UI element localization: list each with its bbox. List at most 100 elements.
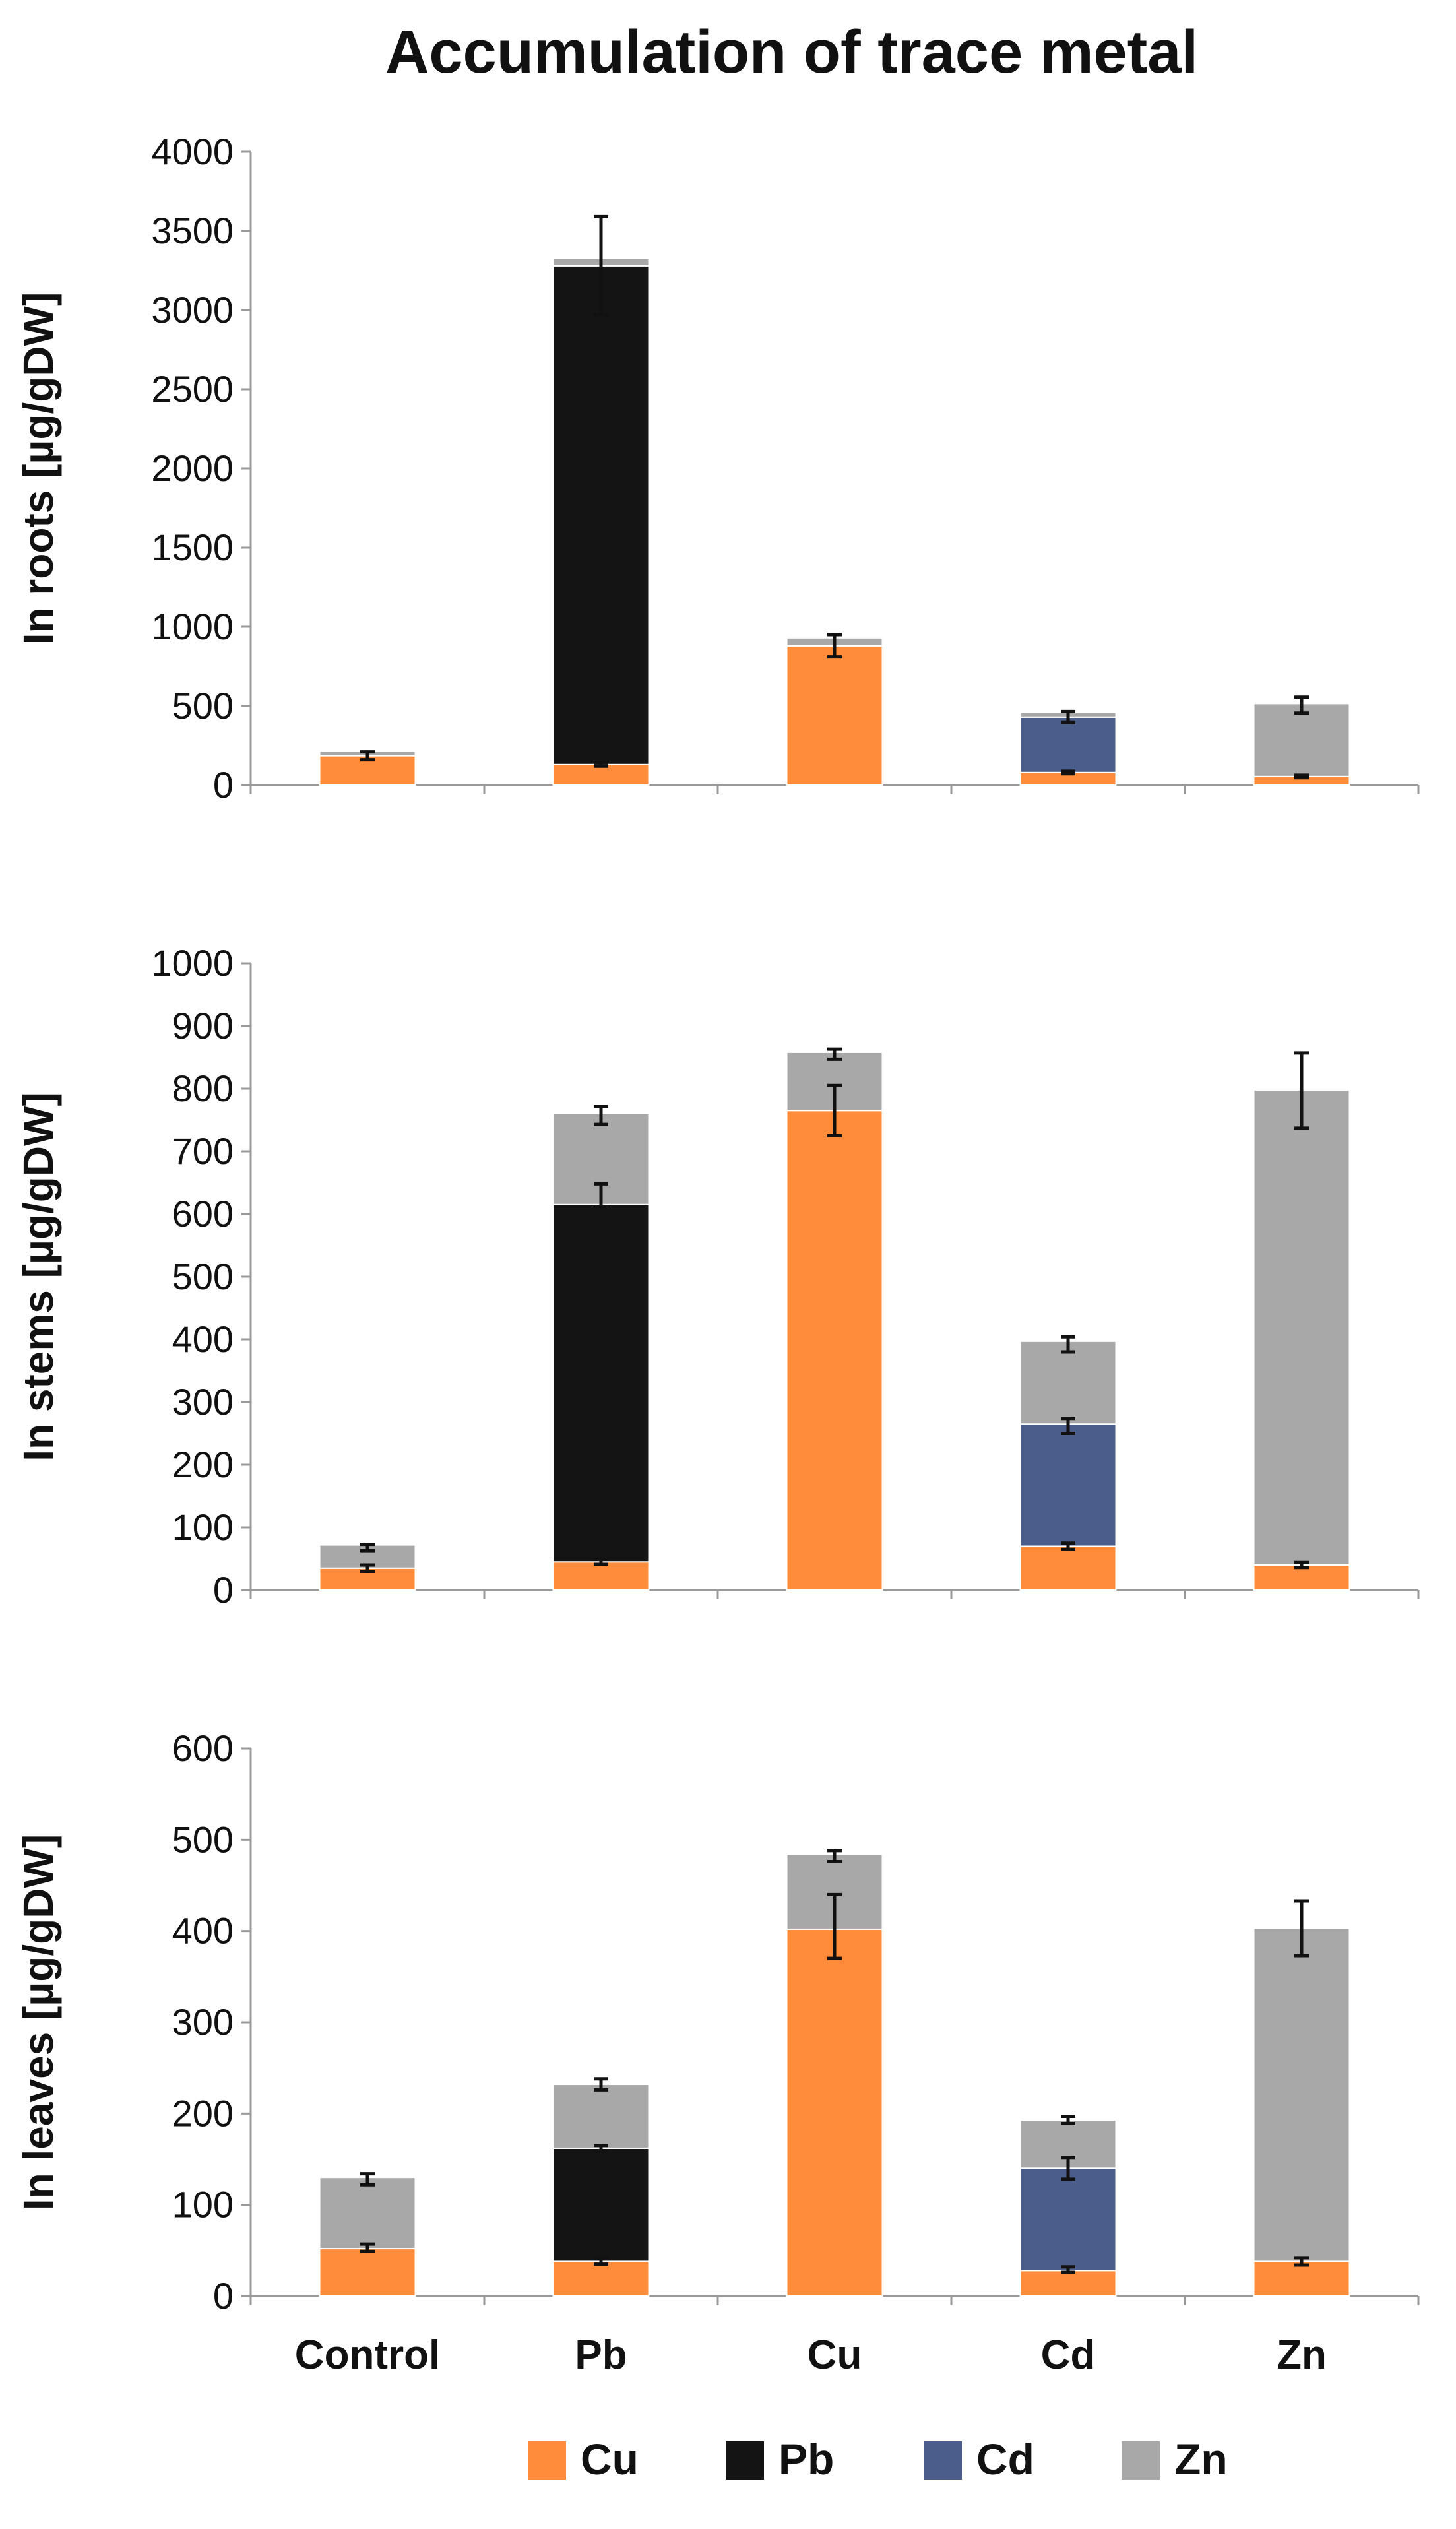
bar-cu-pb [552,1561,650,1591]
error-bar-pb-pb [594,1182,608,1209]
bar-pb-pb [552,2147,650,2262]
legend-item-zn: Zn [1122,2435,1228,2483]
bar-cd-cd [1019,1423,1117,1547]
legend-swatch [726,2441,764,2480]
y-tick-label: 200 [172,1444,234,1485]
panel-2: In leaves [µg/gDW] 0 100 200 300 400 500 600 Con… [15,1727,1420,2378]
error-bar-cu-zn [1294,773,1309,780]
y-tick-label: 400 [172,1910,234,1952]
y-tick-label: 0 [213,764,234,806]
legend-label: Pb [778,2435,834,2483]
error-bar-zn-cu [827,1849,842,1864]
error-bar-cd-cd [1061,2156,1075,2181]
y-tick-label: 900 [172,1005,234,1046]
error-bar-zn-zn [1294,1899,1309,1958]
error-bar-cu-zn [1294,1560,1309,1570]
y-tick-label: 3500 [151,210,234,251]
y-tick-label: 600 [172,1727,234,1769]
y-tick-label: 100 [172,1506,234,1548]
bar-cu-cd [1019,2270,1117,2297]
bar-zn-cu [786,1051,883,1112]
y-axis-label: In leaves [µg/gDW] [15,1834,62,2210]
legend-item-pb: Pb [726,2435,834,2483]
error-bar-cu-zn [1294,2256,1309,2267]
y-axis-label: In roots [µg/gDW] [15,292,62,645]
error-bar-cu-pb [594,1557,608,1566]
error-bar-cu-pb [594,2257,608,2266]
x-tick-label-zn: Zn [1277,2332,1327,2378]
y-tick-label: 2000 [151,447,234,489]
error-bar-cu-cd [1061,769,1075,776]
bar-zn-zn [1253,1927,1350,2262]
error-bar-cu-control [360,1563,375,1573]
error-bar-zn-cd [1061,2114,1075,2126]
error-bar-cu-control [360,750,375,762]
bar-pb-pb [552,265,650,765]
bar-zn-cd [1019,1340,1117,1425]
error-bar-zn-zn [1294,1051,1309,1130]
error-bar-zn-zn [1294,695,1309,715]
y-tick-label: 300 [172,1381,234,1423]
bar-zn-pb [552,2084,650,2149]
legend-item-cd: Cd [924,2435,1034,2483]
legend-swatch [924,2441,962,2480]
y-tick-label: 100 [172,2184,234,2225]
bar-cu-cu [786,1928,883,2297]
error-bar-zn-control [360,1543,375,1553]
x-tick-label-cu: Cu [807,2332,862,2378]
y-tick-label: 600 [172,1193,234,1234]
y-tick-label: 800 [172,1068,234,1109]
error-bar-cu-pb [594,761,608,768]
error-bar-cu-control [360,2242,375,2253]
legend-swatch [1122,2441,1160,2480]
bar-cd-cd [1019,716,1117,773]
x-tick-label-cd: Cd [1041,2332,1096,2378]
error-bar-cu-cd [1061,1541,1075,1551]
y-tick-label: 4000 [151,131,234,172]
y-tick-label: 0 [213,2275,234,2317]
legend-swatch [528,2441,566,2480]
bar-cu-zn [1253,2260,1350,2297]
error-bar-cu-cd [1061,2265,1075,2274]
y-tick-label: 500 [172,1818,234,1860]
y-tick-label: 1500 [151,527,234,568]
legend-label: Zn [1174,2435,1228,2483]
y-tick-label: 200 [172,2092,234,2134]
bar-cu-pb [552,2260,650,2297]
panel-1: In stems [µg/gDW] 0 100 200 300 400 500 600 700 8… [15,942,1420,1611]
legend-label: Cd [976,2435,1034,2483]
bar-zn-zn [1253,1089,1350,1566]
error-bar-zn-pb [594,2077,608,2092]
x-tick-label-pb: Pb [575,2332,627,2378]
error-bar-zn-pb [594,1105,608,1126]
error-bar-zn-cd [1061,1335,1075,1354]
bar-cd-cd [1019,2167,1117,2272]
y-tick-label: 1000 [151,606,234,647]
bar-cu-control [319,2248,416,2297]
bar-cu-pb [552,763,650,786]
bar-pb-pb [552,1203,650,1563]
panel-0: In roots [µg/gDW] 0 500 1000 1500 2000 2500 300… [15,131,1420,806]
x-tick-label-control: Control [295,2332,440,2378]
legend-item-cu: Cu [528,2435,639,2483]
bar-zn-zn [1253,703,1350,777]
error-bar-cu-cu [827,633,842,659]
legend: Cu Pb Cd Zn [528,2435,1228,2483]
bar-zn-control [319,2177,416,2250]
error-bar-pb-pb [594,214,608,317]
y-tick-label: 400 [172,1318,234,1360]
y-axis-label: In stems [µg/gDW] [15,1092,62,1461]
y-tick-label: 1000 [151,942,234,984]
bar-cu-cd [1019,1545,1117,1591]
y-tick-label: 0 [213,1569,234,1611]
error-bar-cu-cu [827,1083,842,1137]
bar-cu-cu [786,645,883,786]
error-bar-zn-control [360,2172,375,2187]
error-bar-zn-cu [827,1047,842,1061]
y-tick-label: 300 [172,2001,234,2043]
y-tick-label: 2500 [151,368,234,410]
legend-label: Cu [581,2435,639,2483]
chart-title: Accumulation of trace metal [385,18,1198,86]
error-bar-cd-cd [1061,1417,1075,1435]
